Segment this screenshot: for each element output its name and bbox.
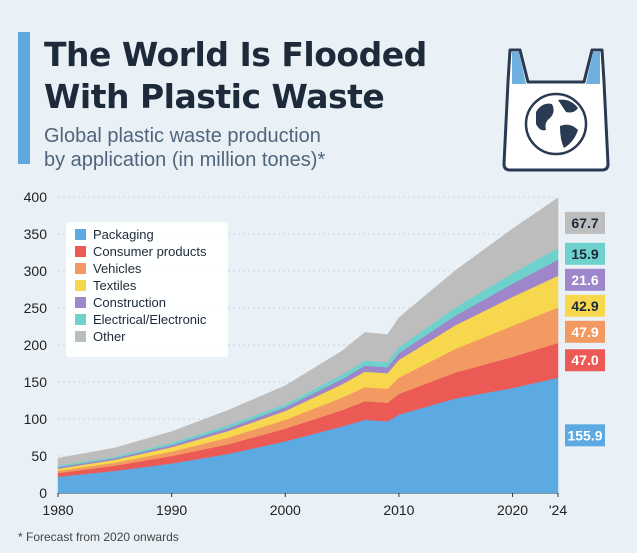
subtitle-line-2: by application (in million tones)* <box>44 149 326 171</box>
x-tick-label: '24 <box>549 502 567 518</box>
y-tick-label: 350 <box>24 226 48 242</box>
end-label-box-construction <box>565 268 605 291</box>
title-accent-bar <box>18 32 30 164</box>
x-tick-label: 1990 <box>156 502 187 518</box>
plastic-bag-globe-icon <box>502 48 610 172</box>
legend-swatch-electrical-electronic <box>75 314 86 325</box>
title-line-2: With Plastic Waste <box>44 77 385 116</box>
end-label-other: 67.7 <box>571 215 598 231</box>
end-label-box-other <box>565 211 605 234</box>
legend-swatch-consumer-products <box>75 246 86 257</box>
title-line-1: The World Is Flooded <box>44 35 427 74</box>
legend-label-consumer-products: Consumer products <box>93 244 207 259</box>
end-labels: 67.7 15.9 21.6 42.9 47.9 47.0 155.9 <box>565 211 605 447</box>
end-label-box-packaging <box>565 424 605 447</box>
end-label-box-textiles <box>565 294 605 317</box>
legend: Packaging Consumer products Vehicles Textil… <box>66 222 228 357</box>
page-title: The World Is Flooded With Plastic Waste <box>44 34 427 118</box>
end-label-vehicles: 47.9 <box>571 324 598 340</box>
end-label-packaging: 155.9 <box>567 427 602 443</box>
legend-swatch-packaging <box>75 229 86 240</box>
area-series <box>57 197 559 494</box>
x-tick-label: 2000 <box>270 502 301 518</box>
y-tick-label: 100 <box>24 411 48 427</box>
y-tick-label: 50 <box>31 448 47 464</box>
legend-label-electrical-electronic: Electrical/Electronic <box>93 312 207 327</box>
legend-label-packaging: Packaging <box>93 227 154 242</box>
legend-swatch-construction <box>75 297 86 308</box>
area-other <box>57 197 559 466</box>
end-label-box-electrical-electronic <box>565 242 605 265</box>
axes: 0 50 100 150 200 250 300 350 400 1980 1990 2000 2010… <box>24 189 568 518</box>
end-label-construction: 21.6 <box>571 272 598 288</box>
x-tick-label: 2020 <box>497 502 528 518</box>
legend-label-construction: Construction <box>93 295 166 310</box>
y-tick-label: 0 <box>39 485 47 501</box>
legend-swatch-textiles <box>75 280 86 291</box>
y-tick-label: 300 <box>24 263 48 279</box>
stacked-area-chart: 0 50 100 150 200 250 300 350 400 1980 1990 2000 2010… <box>24 189 605 518</box>
end-label-box-vehicles <box>565 320 605 343</box>
end-label-textiles: 42.9 <box>571 298 598 314</box>
y-tick-label: 400 <box>24 189 48 205</box>
legend-swatch-other <box>75 331 86 342</box>
x-tick-label: 2010 <box>383 502 414 518</box>
y-tick-label: 250 <box>24 300 48 316</box>
end-label-box-consumer-products <box>565 349 605 372</box>
legend-swatch-vehicles <box>75 263 86 274</box>
y-tick-label: 150 <box>24 374 48 390</box>
legend-box <box>66 222 228 357</box>
legend-label-vehicles: Vehicles <box>93 261 142 276</box>
subtitle-line-1: Global plastic waste production <box>44 125 321 147</box>
end-label-electrical-electronic: 15.9 <box>571 246 598 262</box>
legend-label-textiles: Textiles <box>93 278 137 293</box>
legend-label-other: Other <box>93 329 126 344</box>
end-label-consumer-products: 47.0 <box>571 352 598 368</box>
x-tick-label: 1980 <box>42 502 73 518</box>
y-tick-label: 200 <box>24 337 48 353</box>
footnote: * Forecast from 2020 onwards <box>18 530 179 544</box>
page-subtitle: Global plastic waste production by appli… <box>44 124 325 172</box>
